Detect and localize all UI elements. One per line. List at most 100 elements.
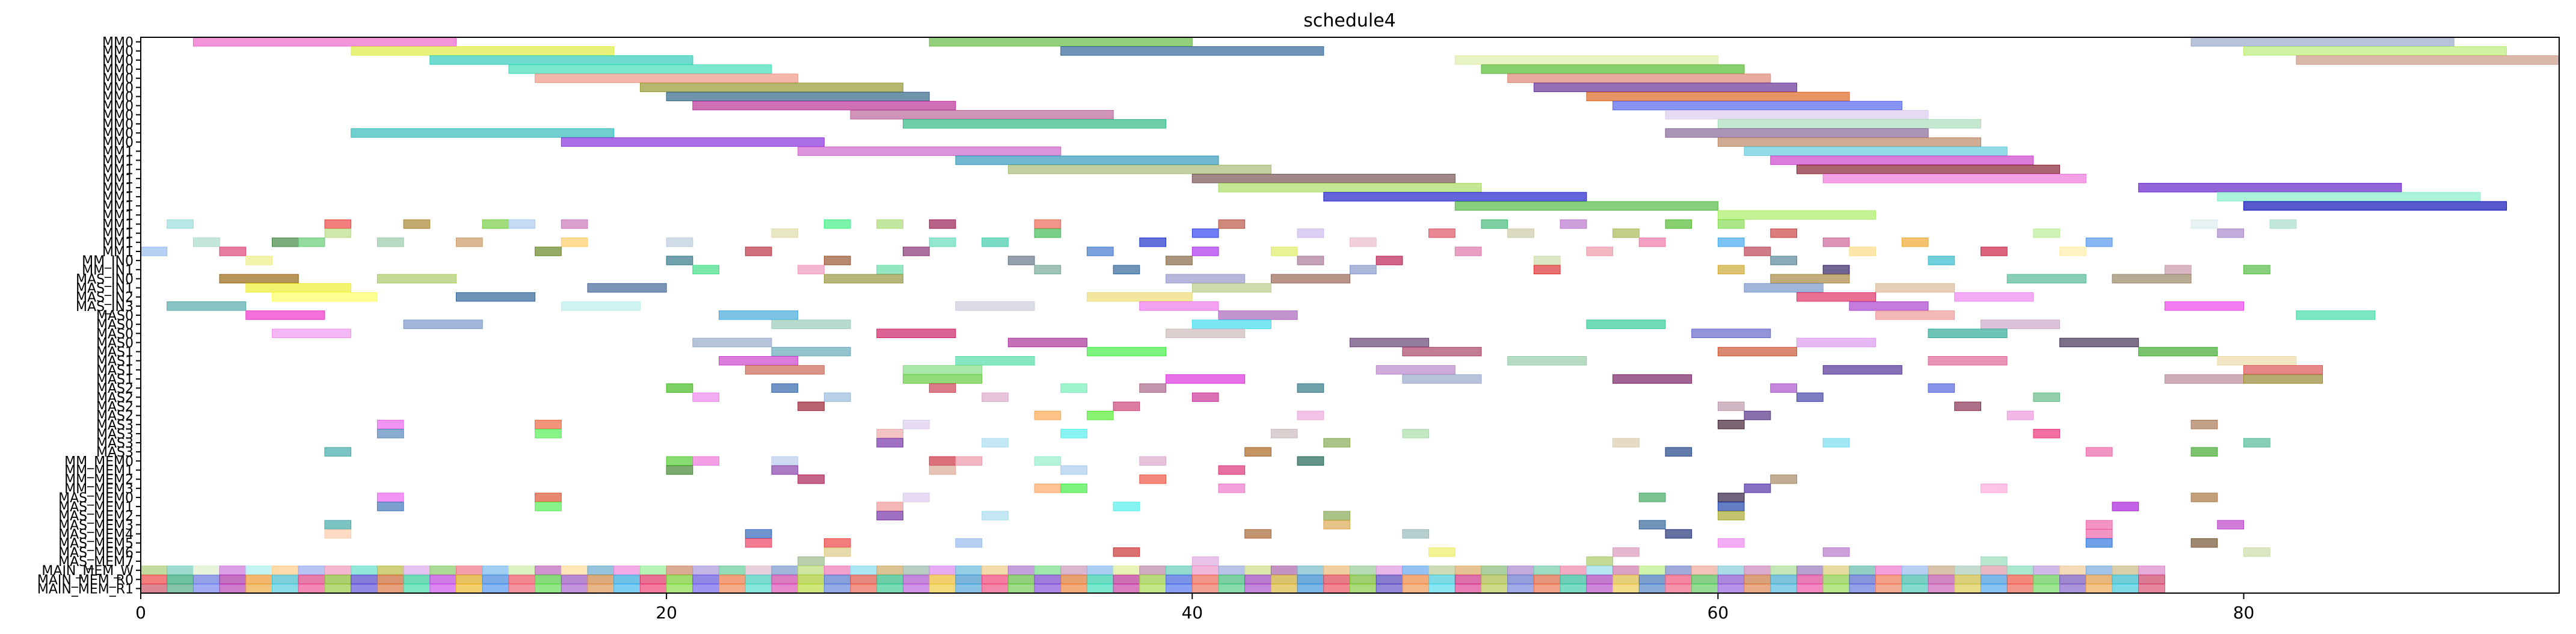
y-tick-label: MAS1 [96, 345, 134, 360]
task-bar [429, 565, 456, 575]
task-bar [1454, 201, 1718, 211]
task-bar [2112, 502, 2139, 511]
task-bar [1901, 574, 1929, 584]
task-bar [1007, 583, 1035, 594]
task-bar [245, 574, 272, 584]
task-bar [1086, 410, 1114, 420]
task-bar [666, 574, 693, 584]
task-bar [561, 574, 588, 584]
task-bar [1454, 565, 1482, 575]
task-bar [535, 502, 562, 511]
task-bar [692, 100, 956, 111]
task-bar [1954, 574, 1982, 584]
task-bar [1402, 529, 1430, 539]
task-bar [140, 574, 168, 584]
task-bar [1586, 91, 1850, 102]
task-bar [1691, 328, 1771, 338]
task-bar [719, 583, 746, 594]
task-bar [929, 583, 956, 594]
y-tick-label: MM1 [102, 190, 134, 205]
task-bar [219, 574, 247, 584]
task-bar [666, 565, 693, 575]
task-bar [2190, 219, 2218, 229]
task-bar [666, 91, 930, 102]
task-bar [745, 565, 772, 575]
task-bar [1770, 256, 1798, 265]
task-bar [535, 420, 562, 429]
y-tick-label: MM1 [102, 218, 134, 233]
y-tick-label: MM_IN0 [82, 254, 134, 269]
task-bar [377, 502, 404, 511]
task-bar [1665, 128, 1929, 138]
task-bar [1481, 574, 1508, 584]
task-bar [1113, 265, 1140, 274]
task-bar [377, 429, 404, 439]
x-tick-label: 60 [1708, 603, 1729, 623]
task-bar [1481, 565, 1508, 575]
task-bar [1875, 583, 1902, 594]
task-bar [1481, 64, 1745, 74]
task-bar [2243, 365, 2323, 375]
task-bar [2033, 565, 2061, 575]
task-bar [1612, 547, 1640, 557]
task-bar [2033, 228, 2061, 238]
task-bar [1638, 493, 1666, 502]
task-bar [535, 429, 562, 439]
y-tick-label: MAS0 [96, 336, 134, 351]
y-tick-label: MAS_MEM1 [58, 500, 134, 515]
task-bar [1849, 301, 1929, 311]
task-bar [1849, 565, 1877, 575]
task-bar [456, 238, 483, 247]
task-bar [1350, 238, 1377, 247]
task-bar [1586, 583, 1614, 594]
task-bar [1113, 401, 1140, 411]
task-bar [1060, 574, 1087, 584]
task-bar [167, 301, 247, 311]
y-tick-label: MM0 [102, 54, 134, 69]
task-bar [2138, 583, 2165, 594]
task-bar [1323, 511, 1351, 520]
task-bar [2085, 538, 2113, 548]
task-bar [1139, 574, 1167, 584]
task-bar [1770, 565, 1798, 575]
task-bar [482, 583, 509, 594]
task-bar [1166, 565, 1193, 575]
task-bar [1507, 356, 1587, 366]
task-bar [1849, 247, 1877, 256]
task-bar [1297, 383, 1324, 393]
task-bar [1717, 401, 1745, 411]
y-tick-label: MAS_IN0 [76, 272, 134, 287]
chart-title: schedule4 [1303, 10, 1396, 31]
y-tick-label: MM0 [102, 117, 134, 132]
task-bar [245, 256, 272, 265]
task-bar [2006, 274, 2086, 284]
task-bar [1770, 383, 1798, 393]
task-bar [2006, 583, 2034, 594]
task-bar [377, 420, 404, 429]
task-bar [1665, 529, 1692, 539]
task-bar [1638, 583, 1666, 594]
task-bar [1297, 456, 1324, 466]
task-bar [771, 346, 851, 357]
task-bar [1007, 256, 1035, 265]
task-bar [508, 219, 536, 229]
task-bar [324, 228, 352, 238]
task-bar [1717, 346, 1797, 357]
task-bar [1797, 337, 1877, 348]
task-bar [1113, 574, 1140, 584]
y-tick-label: MM0 [102, 45, 134, 60]
y-tick-label: MAS1 [96, 363, 134, 378]
task-bar [771, 574, 799, 584]
task-bar [2006, 574, 2034, 584]
task-bar [377, 565, 404, 575]
task-bar [2033, 429, 2061, 439]
task-bar [324, 565, 352, 575]
task-bar [403, 219, 431, 229]
task-bar [719, 356, 799, 366]
task-bar [2138, 574, 2165, 584]
task-bar [876, 328, 956, 338]
task-bar [1717, 583, 1745, 594]
task-bar [692, 583, 720, 594]
task-bar [1770, 574, 1798, 584]
task-bar [324, 529, 352, 539]
